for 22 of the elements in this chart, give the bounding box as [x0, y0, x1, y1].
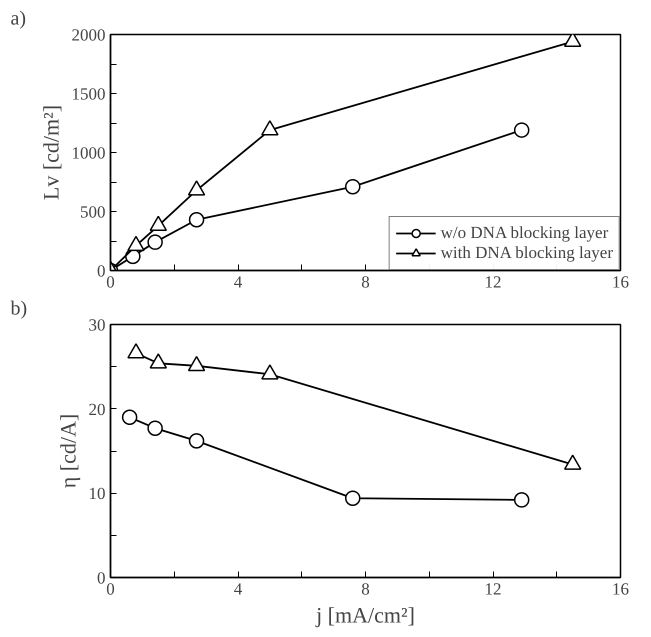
y-axis-title: Lv [cd/m²] [38, 104, 64, 200]
legend-label: with DNA blocking layer [440, 243, 613, 263]
legend-label: w/o DNA blocking layer [440, 223, 608, 243]
x-tick-label: 8 [361, 272, 370, 292]
y-tick-label: 20 [88, 400, 106, 419]
x-axis-title: j [mA/cm²] [315, 602, 415, 628]
x-tick-label: 16 [612, 272, 629, 292]
y-tick-label: 30 [88, 316, 106, 334]
y-tick-label: 1000 [72, 144, 106, 162]
y-tick-label: 1500 [72, 84, 106, 104]
y-tick-label: 500 [80, 202, 106, 222]
chart-title: b) [10, 298, 28, 320]
chart-title: a) [10, 8, 26, 30]
x-tick-label: 16 [612, 580, 629, 598]
x-tick-label: 4 [234, 580, 243, 598]
x-tick-label: 4 [234, 272, 243, 292]
y-axis-title: η [cd/A] [56, 414, 80, 488]
x-tick-label: 8 [361, 580, 370, 598]
y-tick-label: 2000 [72, 26, 106, 44]
x-tick-label: 12 [484, 580, 502, 598]
x-tick-label: 12 [484, 272, 502, 292]
y-tick-label: 10 [88, 484, 106, 504]
